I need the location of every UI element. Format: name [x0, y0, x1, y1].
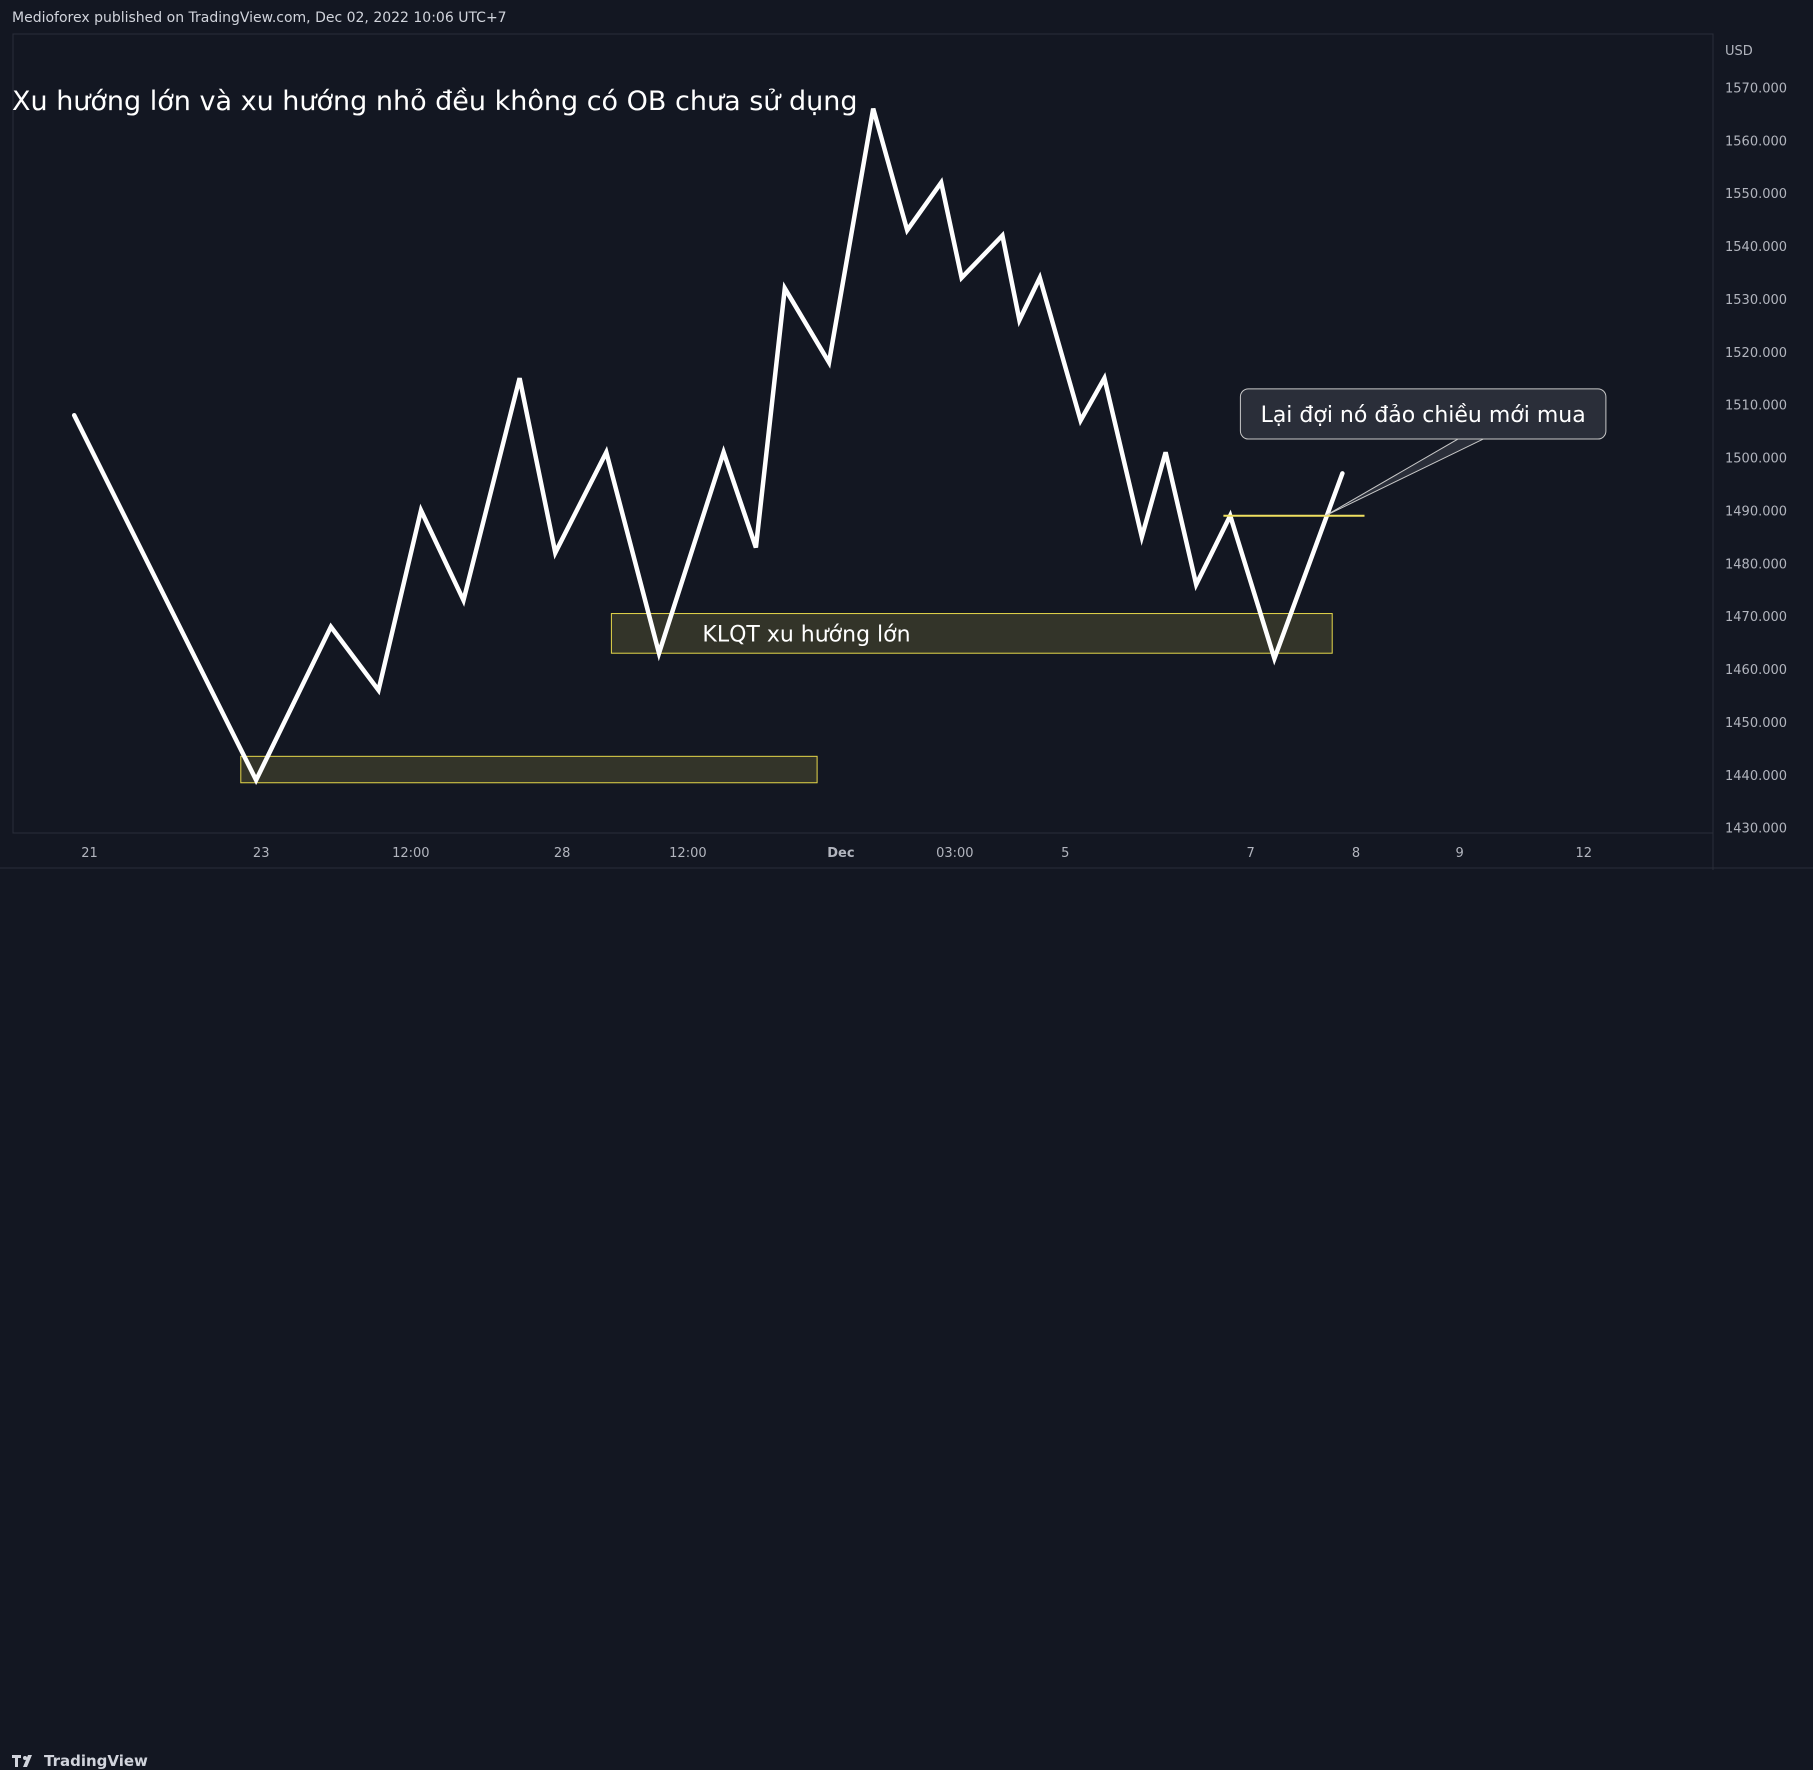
y-tick-label: 1520.000: [1725, 346, 1787, 361]
y-tick-label: 1550.000: [1725, 187, 1787, 202]
x-tick-label: 9: [1456, 846, 1464, 861]
zone-1: [610, 613, 1333, 654]
y-tick-label: 1540.000: [1725, 240, 1787, 255]
callout-box: [1239, 388, 1607, 440]
callout-pointer: [1325, 437, 1486, 517]
callout-text: Lại đợi nó đảo chiều mới mua: [1261, 403, 1586, 428]
y-tick-label: 1470.000: [1725, 610, 1787, 625]
top-bar: Medioforex published on TradingView.com,…: [0, 0, 1813, 34]
y-tick-label: 1430.000: [1725, 822, 1787, 837]
y-tick-label: 1530.000: [1725, 293, 1787, 308]
price-line: [71, 107, 1345, 786]
annotations: Lại đợi nó đảo chiều mới mua: [1223, 388, 1607, 517]
series: [71, 107, 1345, 786]
zone-label: KLQT xu hướng lớn: [702, 622, 910, 647]
x-tick-label: 28: [554, 846, 571, 861]
y-tick-label: 1450.000: [1725, 716, 1787, 731]
y-tick-label: 1570.000: [1725, 81, 1787, 96]
tradingview-logo-text: TradingView: [44, 1752, 148, 1770]
y-tick-label: 1510.000: [1725, 399, 1787, 414]
x-tick-label: 7: [1246, 846, 1254, 861]
x-tick-label: Dec: [827, 846, 854, 861]
y-tick-label: 1490.000: [1725, 504, 1787, 519]
y-tick-label: 1560.000: [1725, 134, 1787, 149]
x-tick-label: 03:00: [936, 846, 973, 861]
tradingview-logo[interactable]: TradingView: [12, 1752, 148, 1770]
x-tick-label: 23: [253, 846, 270, 861]
currency-label: USD: [1725, 44, 1753, 59]
x-axis[interactable]: 21 23 12:00 28 12:00 Dec 03:00 5 7 8 9 12: [81, 846, 1592, 861]
zones: KLQT xu hướng lớn: [240, 613, 1333, 784]
publisher-caption: Medioforex published on TradingView.com,…: [12, 10, 507, 26]
zone-0: [240, 755, 818, 784]
x-tick-label: 12:00: [669, 846, 706, 861]
y-tick-label: 1440.000: [1725, 769, 1787, 784]
tradingview-logo-icon: [12, 1755, 32, 1767]
x-tick-label: 5: [1061, 846, 1069, 861]
x-tick-label: 12:00: [392, 846, 429, 861]
y-tick-label: 1480.000: [1725, 557, 1787, 572]
x-tick-label: 21: [81, 846, 98, 861]
price-chart[interactable]: KLQT xu hướng lớn Lại đợi nó đảo chiều m…: [0, 0, 1813, 870]
y-tick-label: 1460.000: [1725, 663, 1787, 678]
y-axis[interactable]: USD 1430.000 1440.000 1450.000 1460.000 1470.…: [1725, 44, 1787, 837]
footer: TradingView: [0, 870, 1813, 1770]
grid: [0, 33, 1813, 870]
x-tick-label: 12: [1576, 846, 1593, 861]
chart-title: Xu hướng lớn và xu hướng nhỏ đều không c…: [12, 86, 857, 117]
y-tick-label: 1500.000: [1725, 452, 1787, 467]
x-tick-label: 8: [1352, 846, 1360, 861]
